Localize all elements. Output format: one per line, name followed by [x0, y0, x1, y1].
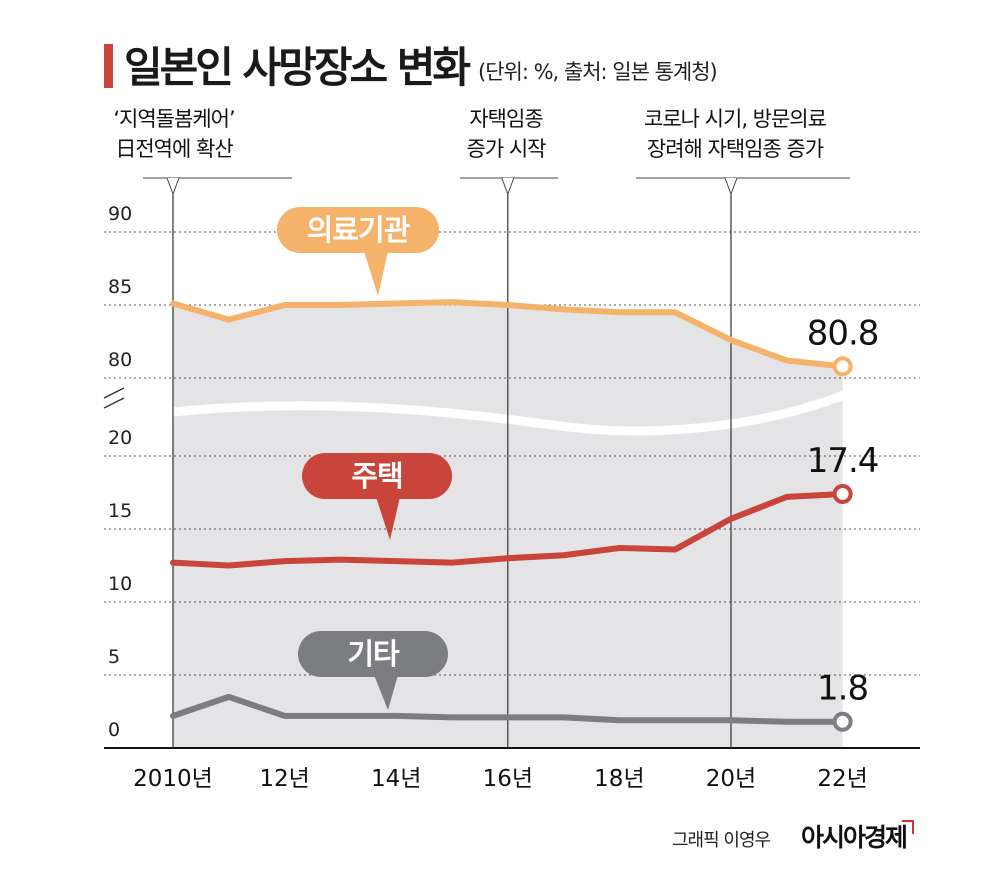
- axis-break-wave: [172, 389, 849, 436]
- annotation-2010: ‘지역돌봄케어’ 日전역에 확산: [104, 104, 244, 164]
- x-tick-2018: 18년: [594, 766, 644, 792]
- callout-bubble-0: [277, 207, 439, 253]
- y-tick-upper-90: 90: [108, 203, 132, 225]
- unit-source-note: (단위: %, 출처: 일본 통계청): [478, 60, 718, 84]
- callout-bubble-1: [302, 453, 452, 499]
- break-mark-1: [103, 387, 125, 399]
- chart-title: 일본인 사망장소 변화: [124, 43, 471, 92]
- credit-graphic: 그래픽 이영우: [672, 830, 771, 851]
- y-tick-lower-15: 15: [108, 500, 132, 522]
- x-tick-2016: 16년: [483, 766, 533, 792]
- y-tick-lower-20: 20: [108, 427, 132, 449]
- annotation-2016-line-1: 자택임종: [469, 107, 543, 131]
- series-end-marker-0: [832, 356, 853, 377]
- annotation-2010-line-1: ‘지역돌봄케어’: [113, 107, 235, 131]
- title-accent-bar: [104, 44, 113, 88]
- series-end-marker-2: [832, 711, 853, 732]
- annotation-pointer-2016: [501, 177, 515, 196]
- y-tick-upper-85: 85: [108, 276, 132, 298]
- break-mark-2: [103, 397, 125, 409]
- callout-tail-1: [376, 497, 400, 540]
- series-end-marker-1: [832, 483, 853, 504]
- annotation-pointer-2020: [724, 177, 738, 196]
- y-tick-lower-5: 5: [108, 646, 120, 668]
- annotation-2016-line-2: 증가 시작: [466, 137, 547, 161]
- series-line-1: [170, 490, 846, 569]
- annotation-2016: 자택임종 증가 시작: [446, 104, 566, 164]
- x-tick-2020: 20년: [706, 766, 756, 792]
- x-tick-2010: 2010년: [133, 766, 213, 792]
- series-end-label-2: 1.8: [817, 669, 868, 709]
- callout-label-2: 기타: [347, 637, 400, 671]
- callout-tail-2: [374, 675, 398, 710]
- series-line-2: [170, 693, 846, 725]
- callout-bubble-2: [298, 631, 448, 677]
- x-tick-2014: 14년: [371, 766, 421, 792]
- series-end-label-0: 80.8: [807, 313, 879, 353]
- annotation-2010-line-2: 日전역에 확산: [115, 137, 233, 161]
- annotation-2020-line-2: 장려해 자택임종 증가: [646, 137, 824, 161]
- annotation-pointer-2010: [166, 177, 180, 196]
- y-tick-lower-0: 0: [108, 719, 120, 741]
- callout-label-0: 의료기관: [307, 213, 411, 247]
- x-tick-2022: 22년: [817, 766, 867, 792]
- publisher-logo-mark: [902, 820, 914, 834]
- y-tick-upper-80: 80: [108, 349, 132, 371]
- callout-tail-0: [364, 251, 388, 296]
- series-end-label-1: 17.4: [807, 441, 879, 481]
- annotation-2020: 코로나 시기, 방문의료 장려해 자택임종 증가: [620, 104, 850, 164]
- callout-label-1: 주택: [351, 459, 402, 493]
- series-line-0: [170, 299, 846, 370]
- annotation-2020-line-1: 코로나 시기, 방문의료: [644, 107, 827, 131]
- credit-publisher: 아시아경제: [801, 823, 908, 852]
- x-tick-2012: 12년: [259, 766, 309, 792]
- y-tick-lower-10: 10: [108, 573, 132, 595]
